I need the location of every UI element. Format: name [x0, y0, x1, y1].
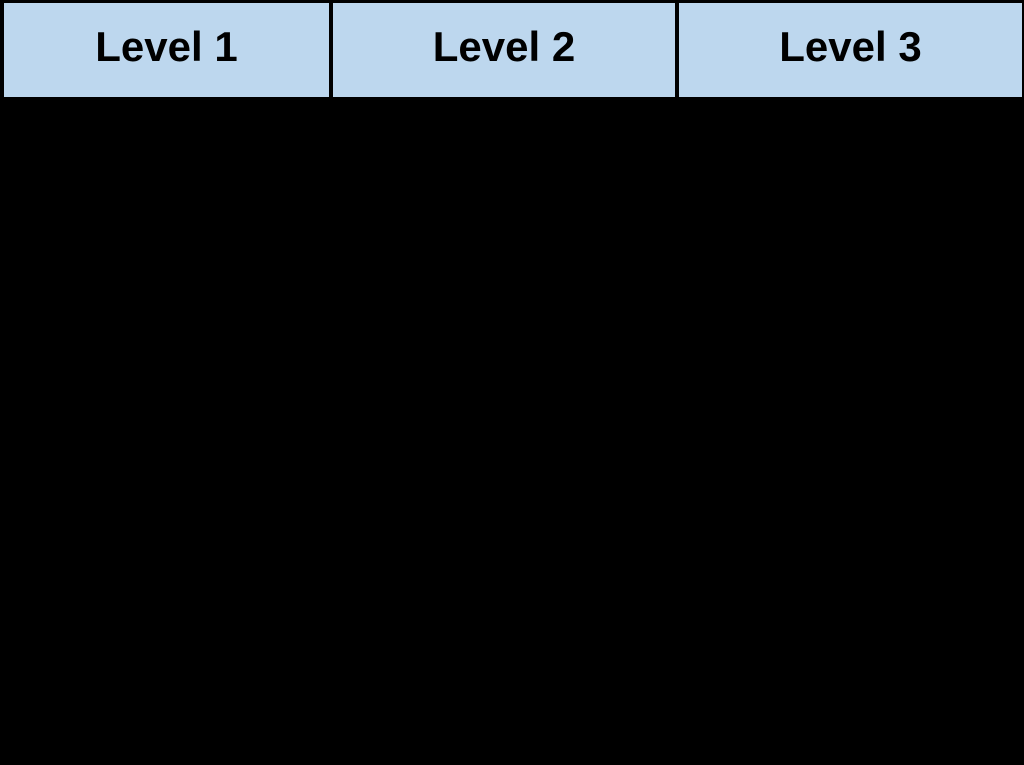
- header-label-level-1: Level 1: [95, 23, 238, 70]
- table-header-row: Level 1 Level 2 Level 3: [0, 0, 1024, 101]
- header-label-level-2: Level 2: [432, 23, 576, 70]
- table-body-area: [0, 101, 1024, 765]
- header-cell-level-2: Level 2: [333, 3, 675, 97]
- header-cell-level-1: Level 1: [4, 3, 329, 97]
- header-cell-level-3: Level 3: [679, 3, 1022, 97]
- header-label-level-3: Level 3: [779, 23, 922, 70]
